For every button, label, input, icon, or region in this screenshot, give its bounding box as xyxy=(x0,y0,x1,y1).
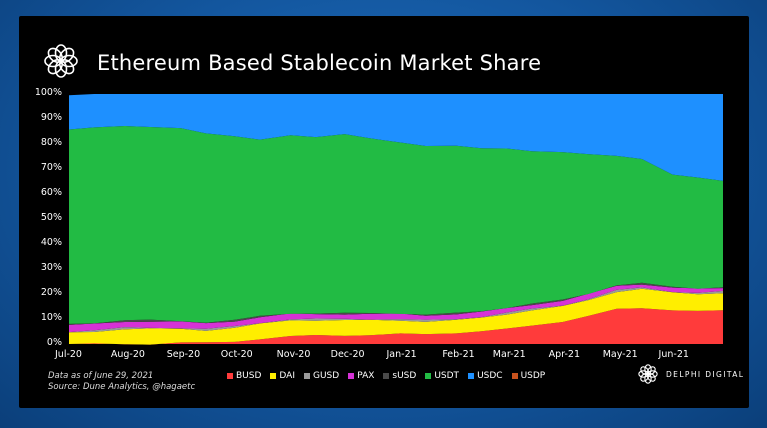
legend-label: sUSD xyxy=(392,371,417,381)
legend-swatch xyxy=(383,373,390,379)
area-busd xyxy=(69,308,723,345)
x-tick-label: Mar-21 xyxy=(492,349,526,360)
legend-label: BUSD xyxy=(236,371,262,381)
legend-label: USDC xyxy=(477,371,503,381)
x-tick-label: Aug-20 xyxy=(110,349,145,360)
x-tick-label: Jul-20 xyxy=(55,349,82,360)
y-tick-label: 40% xyxy=(40,237,62,248)
y-tick-label: 100% xyxy=(34,87,62,98)
y-tick-label: 0% xyxy=(46,337,62,348)
legend-item-susd: sUSD xyxy=(383,371,416,381)
chart-legend: BUSD DAI GUSD PAX sUSD USDT USDC USDP xyxy=(227,371,545,381)
x-tick-label: May-21 xyxy=(602,349,638,360)
brand-block: DELPHI DIGITAL xyxy=(636,362,744,386)
delphi-flower-logo-icon xyxy=(44,44,78,78)
area-usdc xyxy=(69,94,723,181)
x-tick-label: Jun-21 xyxy=(658,349,689,360)
delphi-flower-logo-icon xyxy=(638,364,658,384)
legend-item-busd: BUSD xyxy=(227,371,261,381)
legend-item-usdp: USDP xyxy=(511,371,546,381)
y-tick-label: 50% xyxy=(40,212,62,223)
x-tick-label: Feb-21 xyxy=(442,349,475,360)
legend-swatch xyxy=(425,373,432,379)
legend-swatch xyxy=(468,373,475,379)
legend-item-pax: PAX xyxy=(348,371,374,381)
y-tick-label: 60% xyxy=(40,187,62,198)
data-date-note: Data as of June 29, 2021 xyxy=(48,371,154,381)
y-tick-label: 30% xyxy=(40,262,62,273)
legend-swatch xyxy=(304,373,310,379)
chart-title: Ethereum Based Stablecoin Market Share xyxy=(97,51,542,75)
x-tick-label: Dec-20 xyxy=(330,349,365,360)
y-tick-label: 20% xyxy=(40,287,62,298)
source-note: Source: Dune Analytics, @hagaetc xyxy=(48,382,196,392)
legend-label: USDP xyxy=(520,371,546,381)
area-dai xyxy=(69,288,723,345)
legend-item-dai: DAI xyxy=(270,371,295,381)
legend-item-usdt: USDT xyxy=(425,371,459,381)
legend-swatch xyxy=(227,373,233,379)
legend-swatch xyxy=(511,373,518,379)
legend-label: PAX xyxy=(357,371,375,381)
y-tick-label: 70% xyxy=(40,162,62,173)
area-gusd xyxy=(69,287,723,333)
y-tick-label: 10% xyxy=(40,312,62,323)
area-pax xyxy=(69,284,723,333)
y-tick-label: 80% xyxy=(40,137,62,148)
legend-label: GUSD xyxy=(313,371,340,381)
legend-item-gusd: GUSD xyxy=(304,371,339,381)
legend-label: DAI xyxy=(279,371,295,381)
x-tick-label: Jan-21 xyxy=(386,349,417,360)
x-tick-label: Oct-20 xyxy=(220,349,253,360)
legend-item-usdc: USDC xyxy=(468,371,503,381)
x-tick-label: Sep-20 xyxy=(166,349,201,360)
area-susd xyxy=(69,282,723,325)
brand-name: DELPHI DIGITAL xyxy=(666,369,745,379)
y-tick-label: 90% xyxy=(40,112,62,123)
legend-label: USDT xyxy=(434,371,460,381)
x-tick-label: Apr-21 xyxy=(548,349,580,360)
legend-swatch xyxy=(270,373,277,379)
area-usdt xyxy=(69,126,723,324)
x-tick-label: Nov-20 xyxy=(276,349,311,360)
legend-swatch xyxy=(348,373,355,379)
